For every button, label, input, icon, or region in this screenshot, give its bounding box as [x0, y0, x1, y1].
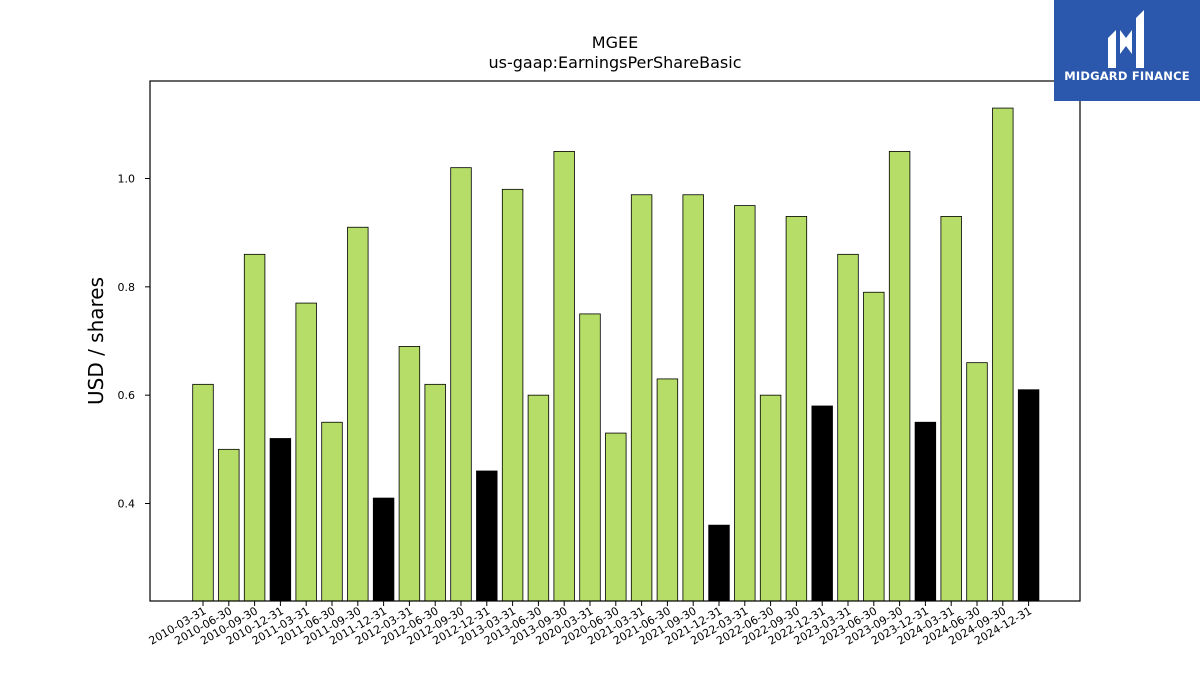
y-tick-label: 0.6: [118, 389, 136, 402]
y-axis-label: USD / shares: [84, 277, 108, 405]
bar-2012-12-31: [476, 470, 498, 602]
bar-2021-06-30: [656, 378, 679, 602]
y-axis: 0.4 0.6 0.8 1.0: [118, 173, 150, 511]
brand-logo: MIDGARD FINANCE: [1054, 0, 1200, 101]
bar-2011-06-30: [321, 421, 343, 602]
bar-2010-06-30: [218, 448, 240, 602]
bar-2020-03-31: [579, 313, 601, 602]
bar-2021-09-30: [682, 194, 704, 602]
chart-title: MGEE: [592, 33, 638, 52]
chart-subtitle: us-gaap:EarningsPerShareBasic: [488, 53, 741, 72]
bar-2024-12-31: [1017, 389, 1040, 602]
bar-2011-12-31: [372, 497, 395, 602]
bar-2011-09-30: [347, 226, 369, 602]
y-tick-label: 1.0: [118, 173, 136, 186]
bar-2022-06-30: [759, 394, 782, 602]
bar-2023-03-31: [837, 253, 859, 602]
bar-2022-09-30: [785, 216, 808, 602]
bar-2012-03-31: [398, 346, 421, 602]
bar-2024-03-31: [940, 216, 962, 602]
bar-2020-06-30: [605, 432, 627, 602]
bar-2010-03-31: [192, 383, 214, 602]
bar-2021-12-31: [708, 524, 730, 602]
bar-2023-06-30: [863, 291, 885, 602]
bar-2022-03-31: [734, 205, 756, 602]
bar-2022-12-31: [811, 405, 833, 602]
bar-2024-09-30: [992, 107, 1014, 602]
bar-2021-03-31: [630, 194, 653, 602]
bar-2010-09-30: [243, 253, 266, 602]
bar-2013-03-31: [501, 188, 524, 602]
x-axis: 2010-03-312010-06-302010-09-302010-12-31…: [147, 601, 1034, 648]
bar-2013-09-30: [553, 151, 575, 602]
y-tick-label: 0.8: [118, 281, 136, 294]
bar-2013-06-30: [527, 394, 550, 602]
bars-group: [192, 107, 1040, 602]
plot-frame: [149, 80, 1081, 602]
brand-name: MIDGARD FINANCE: [1064, 69, 1190, 83]
bar-2024-06-30: [966, 362, 988, 602]
bar-2023-12-31: [914, 421, 937, 602]
bar-2010-12-31: [269, 438, 292, 602]
logo-mark-icon: [1108, 10, 1144, 68]
bar-2012-06-30: [424, 383, 446, 602]
bar-2011-03-31: [295, 302, 317, 602]
bar-2023-09-30: [888, 151, 911, 602]
bar-2012-09-30: [450, 167, 472, 602]
y-tick-label: 0.4: [118, 498, 136, 511]
